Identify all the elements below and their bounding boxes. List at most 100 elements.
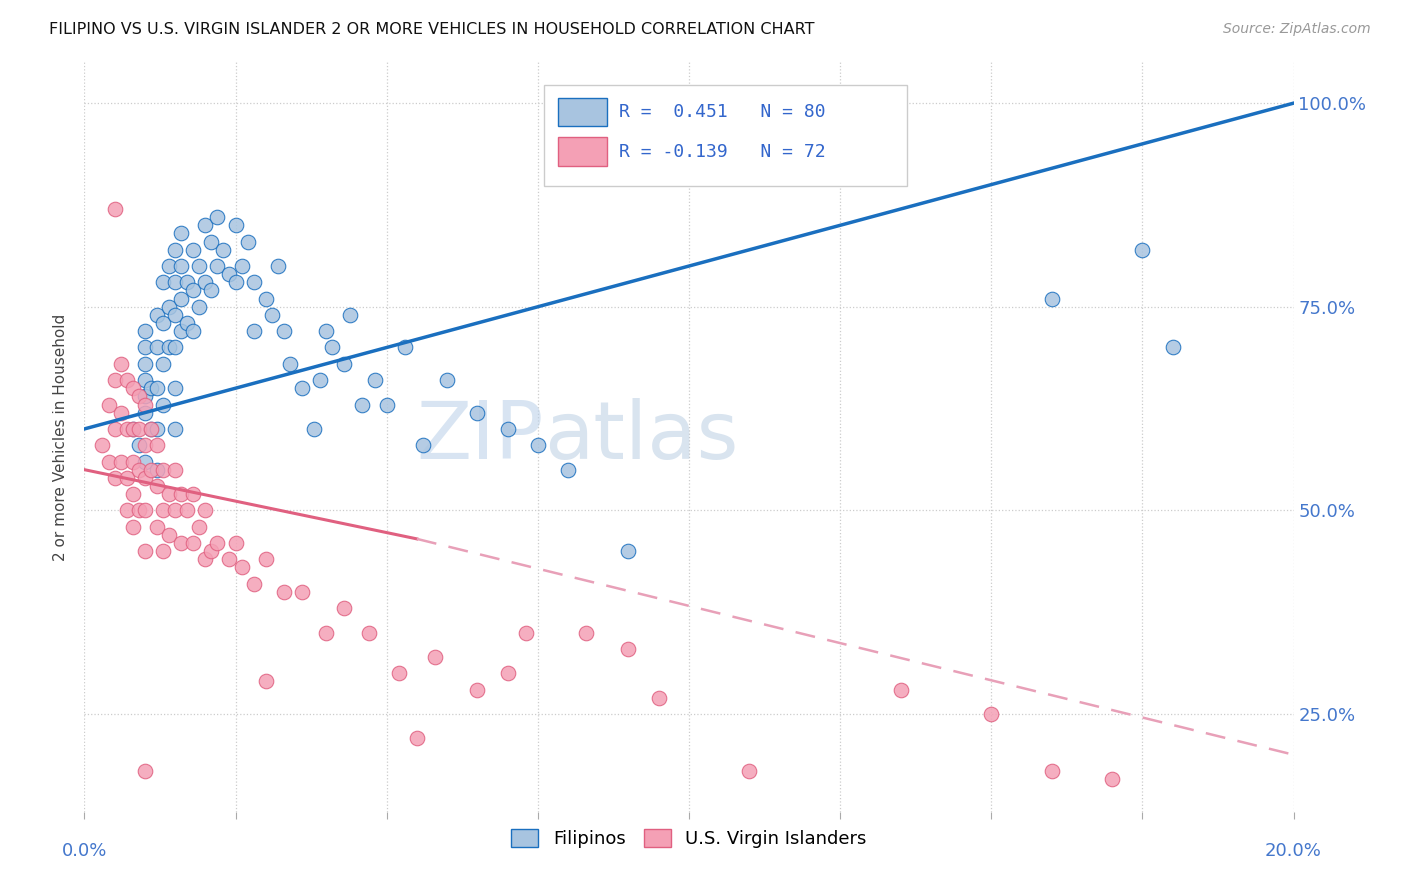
Y-axis label: 2 or more Vehicles in Household: 2 or more Vehicles in Household (53, 313, 69, 561)
Point (157, 300, 180, 314)
Point (170, 227, 193, 241)
Point (146, 422, 169, 436)
Point (165, 276, 187, 290)
Point (738, 764, 761, 778)
Point (273, 584, 295, 599)
Point (110, 406, 132, 420)
Point (110, 357, 132, 371)
Point (152, 463, 174, 477)
Point (139, 463, 162, 477)
Point (121, 381, 143, 395)
Point (321, 341, 343, 355)
Point (218, 552, 240, 566)
Point (194, 552, 217, 566)
Point (170, 324, 193, 338)
Point (200, 235, 222, 249)
Point (134, 454, 156, 468)
Point (375, 397, 398, 411)
Point (170, 487, 193, 501)
Point (254, 292, 277, 306)
Point (104, 373, 127, 387)
Point (165, 503, 187, 517)
Point (436, 373, 458, 387)
Point (352, 397, 374, 411)
FancyBboxPatch shape (544, 85, 907, 186)
Point (188, 519, 211, 533)
Point (207, 210, 229, 224)
FancyBboxPatch shape (558, 137, 607, 166)
Point (207, 259, 229, 273)
Point (181, 324, 204, 338)
Point (121, 454, 143, 468)
Point (146, 308, 169, 322)
Point (170, 259, 193, 273)
Point (157, 487, 180, 501)
Point (134, 397, 156, 411)
Point (115, 471, 138, 485)
Point (165, 463, 187, 477)
Point (91, 438, 114, 452)
Point (225, 536, 247, 550)
Point (388, 666, 411, 681)
Point (134, 503, 156, 517)
Point (242, 324, 264, 338)
Point (157, 341, 180, 355)
Point (467, 406, 489, 420)
Point (339, 308, 361, 322)
Point (194, 276, 217, 290)
Point (231, 259, 253, 273)
Point (231, 560, 253, 574)
Point (128, 463, 150, 477)
Point (181, 284, 204, 298)
Point (134, 357, 156, 371)
Point (309, 373, 332, 387)
Point (1040, 764, 1063, 778)
Point (110, 454, 132, 468)
Point (890, 682, 912, 697)
Point (200, 544, 222, 558)
Point (152, 357, 174, 371)
Point (1130, 243, 1153, 257)
Point (291, 584, 314, 599)
Point (291, 381, 314, 395)
Point (278, 357, 301, 371)
Point (260, 308, 283, 322)
Point (496, 666, 519, 681)
Point (333, 601, 356, 615)
Point (104, 422, 127, 436)
Point (134, 764, 156, 778)
Point (146, 341, 169, 355)
Point (115, 422, 138, 436)
Point (467, 682, 489, 697)
Point (225, 219, 247, 233)
Point (128, 438, 150, 452)
Point (115, 503, 138, 517)
Text: Source: ZipAtlas.com: Source: ZipAtlas.com (1223, 22, 1371, 37)
Point (980, 706, 1002, 721)
Point (394, 341, 416, 355)
Point (139, 422, 162, 436)
Point (1040, 292, 1063, 306)
Point (273, 324, 295, 338)
Point (176, 276, 198, 290)
Point (165, 422, 187, 436)
Text: 20.0%: 20.0% (1265, 842, 1322, 860)
Point (134, 324, 156, 338)
Point (200, 284, 222, 298)
Point (134, 406, 156, 420)
Point (557, 463, 579, 477)
Point (176, 503, 198, 517)
Point (134, 438, 156, 452)
Point (170, 292, 193, 306)
Point (104, 471, 127, 485)
Point (363, 373, 385, 387)
Point (188, 259, 211, 273)
Point (242, 576, 264, 591)
Point (617, 641, 640, 656)
Point (165, 308, 187, 322)
Point (176, 316, 198, 330)
Point (315, 324, 337, 338)
Point (254, 674, 277, 689)
Text: ZIP: ZIP (416, 398, 544, 476)
Point (165, 381, 187, 395)
